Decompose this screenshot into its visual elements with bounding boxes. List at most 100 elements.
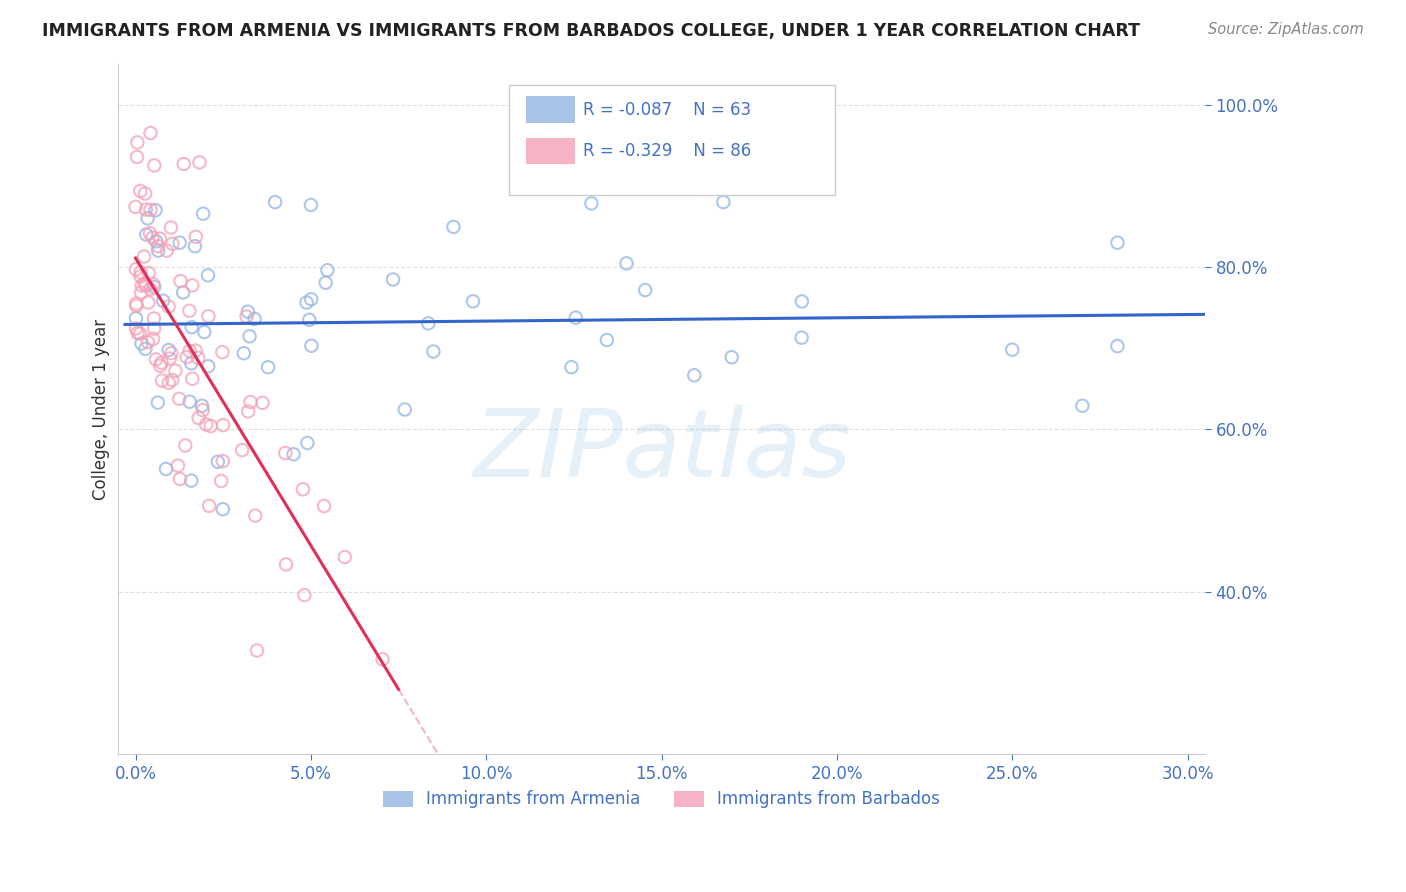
- Point: [634, 283, 657, 297]
- Point: [243, 312, 266, 326]
- Point: [157, 343, 180, 357]
- Point: [139, 202, 162, 217]
- Point: [145, 203, 167, 218]
- Point: [169, 472, 191, 486]
- Point: [616, 256, 638, 270]
- Point: [146, 239, 169, 253]
- Point: [139, 126, 162, 140]
- Point: [145, 352, 167, 367]
- Point: [135, 202, 157, 217]
- Point: [211, 454, 233, 468]
- Point: [187, 411, 209, 425]
- Point: [581, 196, 603, 211]
- Point: [195, 417, 218, 432]
- Point: [139, 282, 162, 296]
- Point: [1107, 235, 1129, 250]
- Point: [790, 294, 813, 309]
- Point: [162, 236, 184, 251]
- Point: [316, 263, 339, 277]
- Point: [197, 359, 219, 374]
- Point: [238, 329, 260, 343]
- Point: [149, 359, 172, 373]
- Point: [198, 499, 221, 513]
- Point: [136, 335, 159, 350]
- Point: [165, 364, 187, 378]
- Point: [418, 317, 440, 331]
- Point: [264, 195, 287, 210]
- Point: [179, 344, 201, 359]
- Point: [141, 231, 163, 245]
- Point: [129, 285, 152, 300]
- Point: [174, 438, 197, 452]
- Point: [231, 443, 253, 458]
- Point: [297, 436, 319, 450]
- Point: [176, 350, 198, 364]
- Point: [257, 360, 280, 375]
- Point: [441, 219, 464, 234]
- Point: [294, 588, 316, 602]
- Point: [125, 262, 148, 277]
- Point: [209, 474, 232, 488]
- Point: [211, 345, 233, 359]
- Point: [211, 502, 233, 516]
- Point: [145, 235, 167, 249]
- Point: [207, 455, 229, 469]
- Point: [200, 419, 222, 434]
- Point: [312, 499, 335, 513]
- Point: [131, 278, 153, 293]
- Point: [127, 326, 149, 340]
- Point: [197, 310, 219, 324]
- Point: [184, 343, 207, 358]
- Text: ZIPatlas: ZIPatlas: [472, 405, 851, 496]
- Point: [596, 333, 619, 347]
- Point: [150, 356, 173, 370]
- Point: [131, 336, 153, 351]
- Point: [150, 374, 173, 388]
- Point: [236, 304, 259, 318]
- Point: [167, 392, 190, 406]
- Point: [129, 184, 152, 198]
- Point: [720, 350, 742, 364]
- Point: [245, 508, 267, 523]
- Point: [142, 311, 165, 326]
- Point: [143, 280, 166, 294]
- Point: [191, 399, 214, 413]
- Point: [135, 227, 157, 242]
- Text: IMMIGRANTS FROM ARMENIA VS IMMIGRANTS FROM BARBADOS COLLEGE, UNDER 1 YEAR CORREL: IMMIGRANTS FROM ARMENIA VS IMMIGRANTS FR…: [42, 22, 1140, 40]
- Point: [291, 483, 314, 497]
- Point: [169, 274, 191, 288]
- Point: [197, 268, 219, 283]
- Point: [184, 239, 207, 253]
- Text: R = -0.329    N = 86: R = -0.329 N = 86: [583, 142, 752, 160]
- Point: [148, 244, 170, 258]
- Point: [125, 299, 148, 313]
- Point: [134, 186, 156, 201]
- Point: [132, 250, 155, 264]
- Point: [152, 293, 174, 308]
- Point: [235, 310, 257, 324]
- Point: [146, 395, 169, 409]
- Text: R = -0.087    N = 63: R = -0.087 N = 63: [583, 101, 751, 119]
- Point: [422, 344, 444, 359]
- Point: [129, 265, 152, 279]
- Point: [683, 368, 706, 383]
- Point: [125, 150, 148, 164]
- Point: [125, 296, 148, 310]
- Point: [127, 136, 149, 150]
- Point: [238, 404, 260, 418]
- Point: [134, 342, 156, 356]
- Point: [394, 402, 416, 417]
- Point: [139, 226, 162, 240]
- Point: [299, 292, 322, 306]
- Point: [191, 403, 214, 417]
- Point: [160, 346, 183, 360]
- Point: [142, 277, 165, 292]
- Point: [169, 235, 191, 250]
- Point: [333, 549, 356, 564]
- Point: [181, 372, 204, 386]
- Point: [157, 300, 180, 314]
- Point: [125, 321, 148, 335]
- Point: [129, 326, 152, 341]
- Point: [162, 373, 184, 387]
- Point: [143, 158, 166, 172]
